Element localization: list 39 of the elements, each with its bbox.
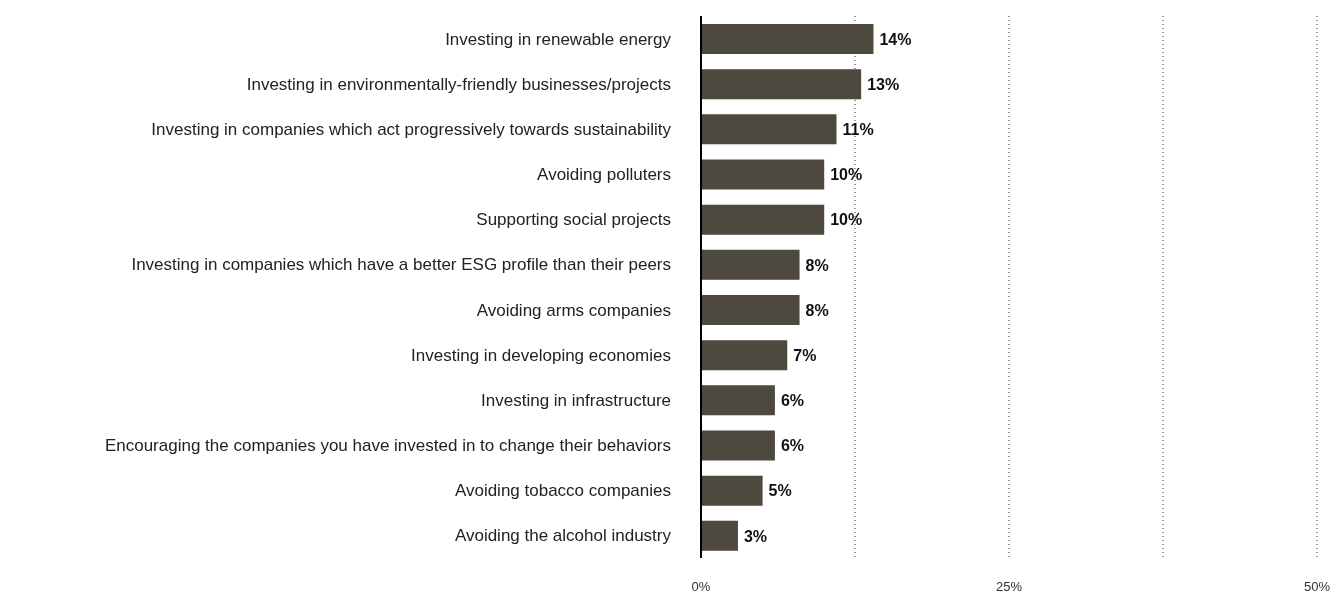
y-tick-label: Supporting social projects: [476, 210, 671, 230]
y-tick-label: Investing in environmentally-friendly businesses/projects: [246, 74, 671, 94]
data-label: 8%: [805, 301, 829, 319]
y-tick-label: Avoiding tobacco companies: [454, 481, 671, 501]
y-tick-label: Avoiding the alcohol industry: [454, 526, 672, 546]
bar: [701, 385, 775, 416]
y-tick-label: Investing in companies which have a better ESG profile than their peers: [131, 255, 671, 275]
y-tick-label: Investing in infrastructure: [481, 390, 671, 410]
data-label: 10%: [830, 211, 863, 229]
bar: [701, 204, 825, 235]
y-tick-label: Avoiding polluters: [537, 165, 671, 185]
data-label: 7%: [793, 346, 817, 364]
y-tick-label: Encouraging the companies you have invested in to change their behaviors: [104, 436, 671, 456]
x-tick-label: 0%: [691, 579, 711, 595]
bar: [701, 520, 738, 551]
data-label: 13%: [867, 75, 900, 93]
bar: [701, 24, 874, 54]
y-tick-label: Investing in developing economies: [411, 345, 671, 365]
data-label: 14%: [879, 30, 912, 48]
data-label: 10%: [830, 166, 863, 184]
x-tick-label: 25%: [995, 579, 1023, 595]
bar: [701, 249, 800, 280]
data-label: 6%: [780, 437, 805, 455]
y-tick-label: Investing in companies which act progressively towards sustainability: [151, 119, 672, 139]
data-label: 8%: [805, 256, 829, 274]
data-label: 6%: [780, 392, 805, 410]
bar: [701, 340, 788, 371]
bar: [701, 430, 775, 461]
bar: [701, 295, 800, 325]
bar: [701, 114, 837, 145]
bar: [701, 159, 825, 190]
y-tick-label: Investing in renewable energy: [445, 29, 672, 49]
data-label: 11%: [842, 121, 874, 139]
bar: [701, 475, 763, 506]
x-tick-label: 50%: [1303, 579, 1331, 595]
data-label: 3%: [743, 527, 768, 545]
y-tick-label: Avoiding arms companies: [476, 300, 671, 320]
data-label: 5%: [768, 482, 792, 500]
bar: [701, 69, 862, 100]
